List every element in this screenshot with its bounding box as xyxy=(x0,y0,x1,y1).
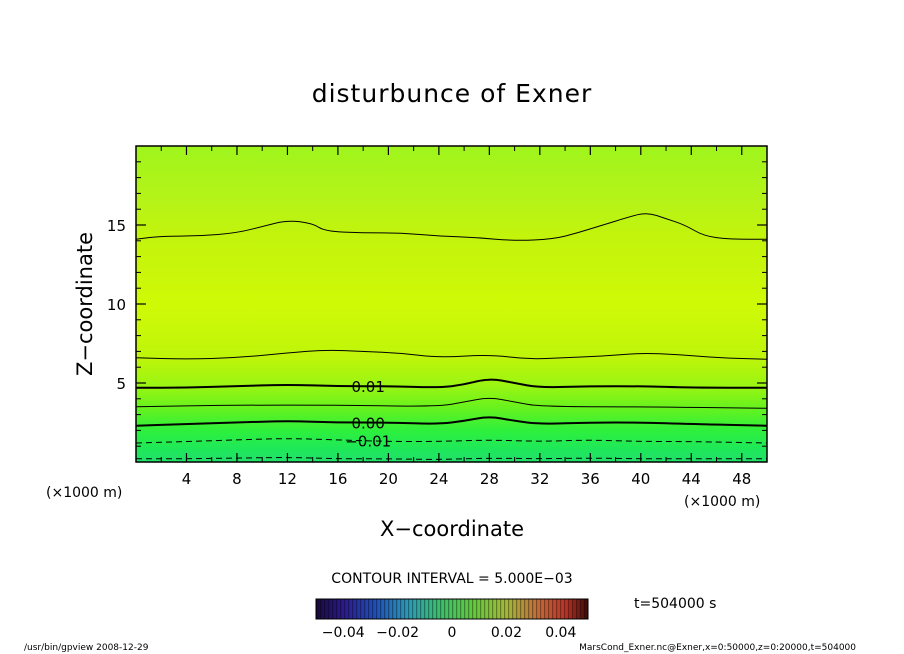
x-tick-label: 12 xyxy=(278,470,297,488)
contour-line xyxy=(136,378,767,389)
x-tick-label: 24 xyxy=(429,470,448,488)
x-unit-right: (×1000 m) xyxy=(684,494,760,510)
contour-line xyxy=(135,416,768,427)
contour-line xyxy=(135,349,768,360)
y-tick-label: 5 xyxy=(116,375,126,393)
field-fill xyxy=(136,146,767,462)
x-tick-label: 32 xyxy=(530,470,549,488)
colorbar-tick-label: −0.04 xyxy=(322,625,365,641)
y-tick-label: 10 xyxy=(107,296,126,314)
colorbar-tick-label: −0.02 xyxy=(376,625,419,641)
contour-line xyxy=(135,438,768,444)
colorbar-tick-label: 0.02 xyxy=(491,625,522,641)
x-tick-label: 36 xyxy=(581,470,600,488)
x-tick-label: 44 xyxy=(682,470,701,488)
x-axis-title: X−coordinate xyxy=(380,517,524,541)
x-unit-left: (×1000 m) xyxy=(46,485,122,501)
footer-right: MarsCond_Exner.nc@Exner,x=0:50000,z=0:20… xyxy=(579,643,856,653)
time-text: t=504000 s xyxy=(634,596,716,612)
contour-line xyxy=(135,213,767,241)
x-tick-label: 8 xyxy=(232,470,242,488)
x-tick-label: 28 xyxy=(480,470,499,488)
x-tick-label: 4 xyxy=(182,470,192,488)
contour-label: 0.00 xyxy=(352,415,385,433)
axis-ticks xyxy=(136,146,767,462)
y-axis-title: Z−coordinate xyxy=(73,232,97,376)
colorbar-tick-label: 0.04 xyxy=(545,625,576,641)
x-tick-label: 48 xyxy=(732,470,751,488)
footer-left: /usr/bin/gpview 2008-12-29 xyxy=(24,643,149,653)
contour-lines: −0.010.00 0.01 xyxy=(135,213,768,460)
x-tick-label: 40 xyxy=(631,470,650,488)
x-tick-label: 20 xyxy=(379,470,398,488)
colorbar-tick-labels: −0.04 −0.02 0 0.02 0.04 xyxy=(322,625,577,641)
contour-label: 0.01 xyxy=(352,378,385,396)
contour-label: −0.01 xyxy=(345,433,391,451)
colorbar-tick-label: 0 xyxy=(448,625,457,641)
y-tick-label: 15 xyxy=(107,217,126,235)
x-tick-label: 16 xyxy=(328,470,347,488)
chart-title: disturbunce of Exner xyxy=(312,79,593,108)
contour-line xyxy=(135,397,768,409)
contour-interval-text: CONTOUR INTERVAL = 5.000E−03 xyxy=(331,571,572,587)
